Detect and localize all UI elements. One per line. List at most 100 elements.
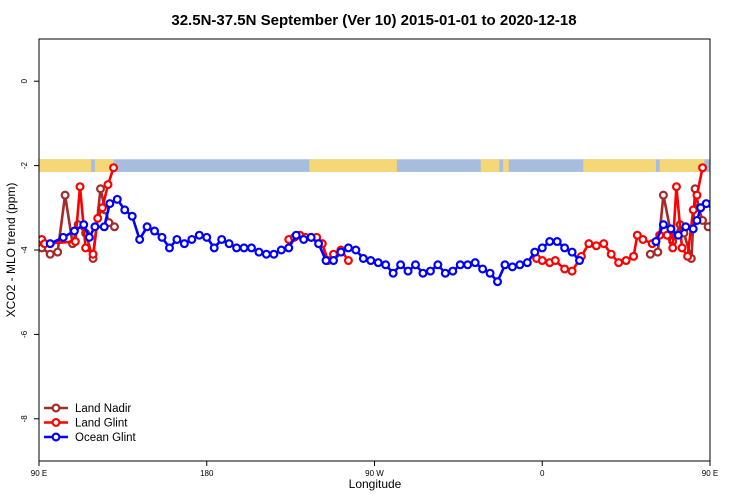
data-point <box>470 258 480 268</box>
data-point <box>599 239 609 249</box>
land-segment <box>503 159 509 172</box>
data-point <box>550 256 560 266</box>
legend: Land Nadir Land Glint Ocean Glint <box>44 403 137 444</box>
data-point <box>321 256 331 266</box>
y-tick-label: -2 <box>20 161 29 169</box>
data-point <box>60 190 70 200</box>
data-point <box>688 224 698 234</box>
data-point <box>105 199 115 209</box>
series-layer <box>39 163 725 287</box>
data-point <box>109 222 119 232</box>
legend-item: Ocean Glint <box>44 432 137 444</box>
map-strip-land <box>39 159 705 172</box>
data-point <box>552 237 562 247</box>
data-point <box>358 253 368 263</box>
data-point <box>120 205 130 215</box>
land-segment <box>659 159 705 172</box>
data-point <box>142 222 152 232</box>
series-line <box>40 167 115 257</box>
data-point <box>692 190 702 200</box>
data-point <box>411 260 421 270</box>
data-point <box>179 239 189 249</box>
land-segment <box>309 159 397 172</box>
legend-label: Land Glint <box>75 418 128 430</box>
data-point <box>224 239 234 249</box>
data-point <box>157 232 167 242</box>
data-point <box>194 230 204 240</box>
map-strip <box>39 159 710 172</box>
data-point <box>96 184 106 194</box>
data-point <box>425 266 435 276</box>
data-point <box>440 268 450 278</box>
data-point <box>261 249 271 259</box>
data-point <box>448 266 458 276</box>
x-tick-label: 90 W <box>365 469 384 478</box>
data-point <box>683 251 693 261</box>
data-point <box>522 258 532 268</box>
data-point <box>606 249 616 259</box>
data-point <box>84 232 94 242</box>
data-point <box>701 199 710 209</box>
data-point <box>584 239 594 249</box>
data-point <box>164 243 174 253</box>
data-point <box>366 256 376 266</box>
data-point <box>284 243 294 253</box>
data-point <box>373 258 383 268</box>
data-point <box>79 220 89 230</box>
data-point <box>666 224 676 234</box>
data-point <box>239 243 249 253</box>
data-point <box>485 268 495 278</box>
data-point <box>70 237 80 247</box>
data-point <box>677 243 687 253</box>
data-point <box>53 247 63 257</box>
data-point <box>621 256 631 266</box>
land-segment <box>480 159 500 172</box>
x-tick-label: 180 <box>200 469 214 478</box>
data-point <box>187 234 197 244</box>
legend-label: Ocean Glint <box>75 432 137 444</box>
data-point <box>698 163 708 173</box>
legend-label: Land Nadir <box>75 403 131 415</box>
data-point <box>651 237 661 247</box>
data-point <box>209 243 219 253</box>
data-point <box>388 268 398 278</box>
x-tick-label: 90 E <box>31 469 47 478</box>
data-point <box>81 243 91 253</box>
data-point <box>172 234 182 244</box>
data-point <box>75 182 85 192</box>
data-point <box>418 268 428 278</box>
data-point <box>560 264 570 274</box>
data-point <box>112 194 122 204</box>
data-point <box>232 243 242 253</box>
land-segment <box>583 159 656 172</box>
x-axis-title: Longitude <box>349 477 402 491</box>
data-point <box>567 247 577 257</box>
data-point <box>403 266 413 276</box>
data-point <box>343 243 353 253</box>
data-point <box>718 215 725 222</box>
data-point <box>343 256 353 266</box>
data-point <box>629 251 639 261</box>
data-point <box>306 232 316 242</box>
data-point <box>645 249 655 259</box>
data-point <box>614 258 624 268</box>
data-point <box>591 241 601 251</box>
data-point <box>671 182 681 192</box>
data-point <box>314 239 324 249</box>
data-point <box>58 232 68 242</box>
data-point <box>537 256 547 266</box>
data-point <box>396 260 406 270</box>
data-point <box>673 230 683 240</box>
x-tick-label: 0 <box>540 469 545 478</box>
legend-marker <box>51 403 61 413</box>
data-point <box>696 203 706 213</box>
data-point <box>638 234 648 244</box>
data-point <box>703 222 710 232</box>
data-point <box>291 230 301 240</box>
data-point <box>103 180 113 190</box>
data-point <box>97 203 107 213</box>
data-point <box>478 264 488 274</box>
data-point <box>662 230 672 240</box>
data-point <box>681 222 691 232</box>
